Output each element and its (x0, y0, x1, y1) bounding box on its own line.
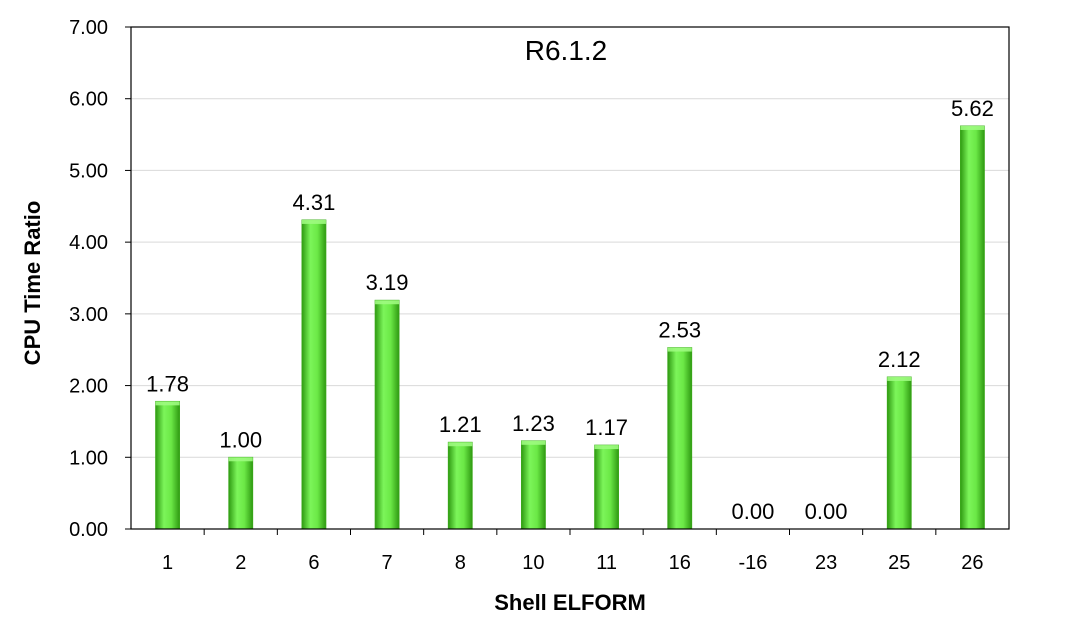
bar-6 (301, 219, 327, 530)
bar-11 (594, 444, 619, 530)
bar-2 (228, 456, 254, 530)
data-label-2: 1.00 (219, 427, 262, 452)
x-tick-label: 2 (235, 552, 246, 574)
bar-top-highlight (448, 442, 473, 447)
axes (125, 26, 1010, 535)
bar-7 (374, 299, 400, 530)
x-tick-label: -16 (738, 552, 767, 574)
x-tick-label: 1 (162, 552, 173, 574)
bar-top-highlight (301, 219, 326, 224)
gridlines (131, 26, 1009, 458)
bar-top-highlight (155, 401, 180, 406)
y-tick-label: 2.00 (69, 376, 108, 398)
y-tick-label: 6.00 (69, 89, 108, 111)
data-label-25: 2.12 (878, 347, 921, 372)
plot-area-frame (130, 26, 1010, 530)
x-tick-label: 8 (455, 552, 466, 574)
data-label-7: 3.19 (366, 270, 409, 295)
data-label-26: 5.62 (951, 96, 994, 121)
bar-top-highlight (228, 457, 253, 462)
x-tick-label: 11 (596, 552, 617, 574)
bar-1 (155, 400, 180, 530)
bar-8 (447, 441, 473, 530)
y-tick-label: 4.00 (69, 232, 108, 254)
data-label-8: 1.21 (439, 412, 482, 437)
x-tick-label: 7 (382, 552, 393, 574)
y-tick-label: 0.00 (69, 519, 108, 541)
data-label-10: 1.23 (512, 411, 555, 436)
data-label-6: 4.31 (293, 190, 336, 215)
data-label-1: 1.78 (146, 371, 189, 396)
data-label-11: 1.17 (585, 415, 628, 440)
bar-10 (521, 440, 546, 530)
y-tick-label: 3.00 (69, 304, 108, 326)
labels: 0.00 1.00 2.00 3.00 4.00 5.00 6.00 7.00 1.78 1 1.0… (69, 17, 994, 574)
bar-26 (960, 125, 985, 530)
x-tick-label: 25 (888, 552, 910, 574)
bar-16 (667, 347, 693, 530)
bars (155, 125, 985, 530)
bar-top-highlight (521, 440, 546, 445)
y-axis-title: CPU Time Ratio (20, 201, 45, 366)
x-tick-label: 23 (815, 552, 837, 574)
data-label--16: 0.00 (732, 499, 775, 524)
x-tick-label: 26 (961, 552, 983, 574)
data-label-23: 0.00 (805, 499, 848, 524)
data-label-16: 2.53 (658, 318, 701, 343)
bar-top-highlight (594, 445, 619, 450)
bar-top-highlight (667, 347, 692, 352)
bar-top-highlight (375, 300, 400, 305)
x-tick-label: 16 (669, 552, 691, 574)
bar-top-highlight (887, 376, 912, 381)
bar-top-highlight (960, 125, 985, 130)
x-tick-label: 6 (308, 552, 319, 574)
y-tick-label: 1.00 (69, 447, 108, 469)
bar-25 (886, 376, 912, 530)
x-tick-label: 10 (522, 552, 544, 574)
chart-title: R6.1.2 (525, 35, 608, 66)
y-tick-label: 5.00 (69, 160, 108, 182)
x-axis-title: Shell ELFORM (494, 590, 646, 615)
y-tick-label: 7.00 (69, 17, 108, 39)
